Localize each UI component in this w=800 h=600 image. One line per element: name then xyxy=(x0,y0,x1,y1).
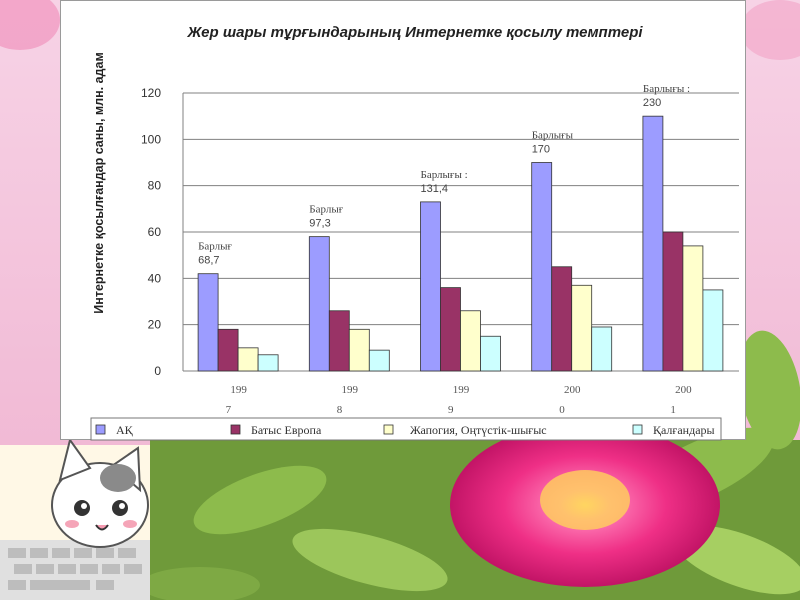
y-tick-label: 120 xyxy=(141,86,161,100)
bar xyxy=(440,287,461,372)
x-tick-label: 200 xyxy=(675,384,692,396)
bar xyxy=(328,310,350,372)
total-value: 68,7 xyxy=(198,255,219,267)
y-tick-label: 20 xyxy=(148,318,162,332)
bar xyxy=(217,328,239,372)
x-tick-label: 199 xyxy=(453,384,470,396)
legend-box xyxy=(90,417,722,441)
bar xyxy=(702,289,724,372)
y-tick-label: 100 xyxy=(141,132,161,146)
total-label: Барлығ xyxy=(309,204,343,216)
y-tick-label: 80 xyxy=(148,179,162,193)
y-tick-label: 60 xyxy=(148,225,162,239)
y-tick-labels: 0 20 40 60 80 100 120 xyxy=(141,86,161,378)
legend-swatch xyxy=(95,424,106,435)
bar xyxy=(460,310,481,372)
legend-swatch xyxy=(632,424,643,435)
x-tick-label: 9 xyxy=(448,404,454,416)
bar xyxy=(368,349,390,372)
x-tick-label: 200 xyxy=(564,384,581,396)
total-value: 230 xyxy=(643,97,661,109)
bar xyxy=(348,328,370,372)
bar xyxy=(682,245,704,372)
legend-label: Жапогия, Оңтүстік-шығысАзия xyxy=(410,423,547,441)
total-value: 170 xyxy=(532,144,550,156)
total-value: 131,4 xyxy=(421,183,449,195)
bar-chart: Жер шары тұрғындарының Интернетке қосылу… xyxy=(90,24,739,441)
bar xyxy=(591,326,613,372)
y-tick-label: 40 xyxy=(148,271,162,285)
legend-label-line: Жапогия, Оңтүстік-шығыс xyxy=(410,423,547,437)
chart-panel: Жер шары тұрғындарының Интернетке қосылу… xyxy=(60,0,746,441)
bar xyxy=(571,284,593,372)
legend: АҚ Батыс Европа Жапогия, Оңтүстік-шығысАзи… xyxy=(95,423,715,441)
x-tick-label: 199 xyxy=(230,384,247,396)
x-tick-label: 0 xyxy=(559,404,565,416)
legend-label: Батыс Европа xyxy=(251,423,322,437)
bar xyxy=(420,201,441,372)
y-tick-label: 0 xyxy=(154,364,161,378)
x-tick-label: 8 xyxy=(337,404,343,416)
bar xyxy=(308,236,330,372)
x-tick-labels: 199 7 199 8 199 9 200 0 200 1 xyxy=(226,384,693,416)
bar xyxy=(551,266,573,372)
total-annotations: Барлығ 68,7 Барлығ 97,3 Барлығы : 131,4 Барлығ… xyxy=(198,83,690,267)
x-tick-label: 7 xyxy=(226,404,232,416)
legend-swatch xyxy=(383,424,394,435)
total-label: Барлығы : xyxy=(421,169,468,181)
bar xyxy=(480,335,501,372)
bar xyxy=(237,347,259,372)
x-tick-label: 199 xyxy=(342,384,359,396)
total-value: 97,3 xyxy=(309,218,330,230)
legend-label: Қалғандары xyxy=(653,423,715,437)
bar xyxy=(642,115,664,372)
x-tick-label: 1 xyxy=(670,404,676,416)
y-axis-title: Интернетке қосылғандар саны, млн. адам xyxy=(92,52,106,313)
bar xyxy=(531,162,553,372)
total-label: Барлығ xyxy=(198,241,232,253)
bar xyxy=(197,273,219,372)
legend-label: АҚ xyxy=(116,423,134,437)
total-label: Барлығы xyxy=(532,130,574,142)
bars xyxy=(197,115,724,372)
chart-title: Жер шары тұрғындарының Интернетке қосылу… xyxy=(186,24,643,41)
legend-swatch xyxy=(230,424,241,435)
total-label: Барлығы : xyxy=(643,83,690,95)
bar xyxy=(257,354,279,372)
bar xyxy=(662,231,684,372)
